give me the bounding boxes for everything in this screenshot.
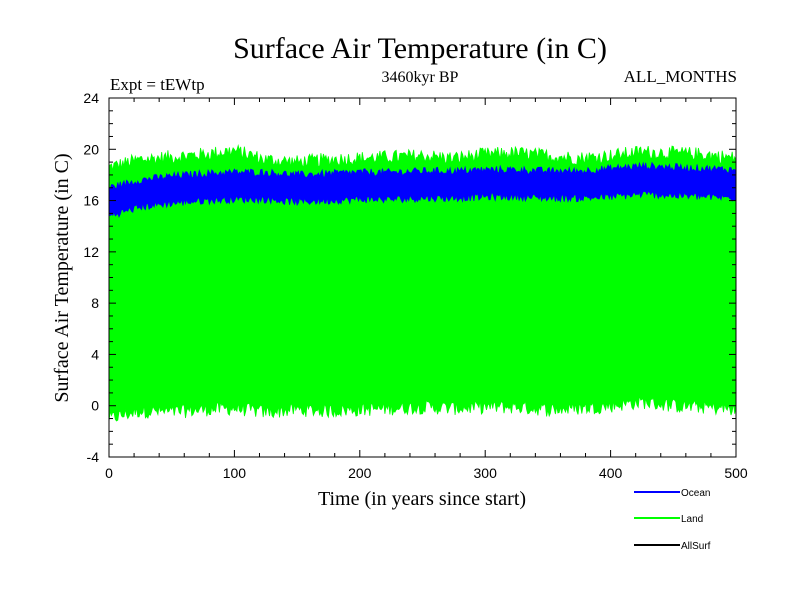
y-tick-label: 12: [83, 244, 99, 260]
x-tick-label: 400: [599, 465, 623, 481]
axes: 0 100 200 300 400 500 -4 0 4 8 12 16 20 24: [83, 90, 747, 481]
x-tick-label: 500: [724, 465, 748, 481]
experiment-label: Expt = tEWtp: [110, 75, 205, 94]
y-tick-label: 16: [83, 193, 99, 209]
x-tick-label: 0: [105, 465, 113, 481]
y-tick-label: 0: [91, 398, 99, 414]
x-tick-label: 200: [348, 465, 372, 481]
y-tick-label: 20: [83, 141, 99, 157]
legend: Ocean Land AllSurf: [634, 488, 711, 552]
plot-area: [108, 143, 737, 422]
months-label: ALL_MONTHS: [624, 67, 737, 86]
chart-subtitle: 3460kyr BP: [382, 69, 459, 86]
x-axis-label: Time (in years since start): [318, 488, 526, 510]
y-axis-label: Surface Air Temperature (in C): [51, 153, 73, 402]
y-tick-label: 8: [91, 295, 99, 311]
x-tick-label: 100: [223, 465, 247, 481]
chart-title: Surface Air Temperature (in C): [233, 32, 607, 65]
y-tick-label: 4: [91, 346, 99, 362]
legend-label-land: Land: [681, 514, 703, 525]
x-tick-label: 300: [474, 465, 498, 481]
y-tick-label: 24: [83, 90, 99, 106]
legend-label-allsurf: AllSurf: [681, 541, 711, 552]
legend-label-ocean: Ocean: [681, 488, 710, 499]
y-tick-label: -4: [87, 449, 100, 465]
